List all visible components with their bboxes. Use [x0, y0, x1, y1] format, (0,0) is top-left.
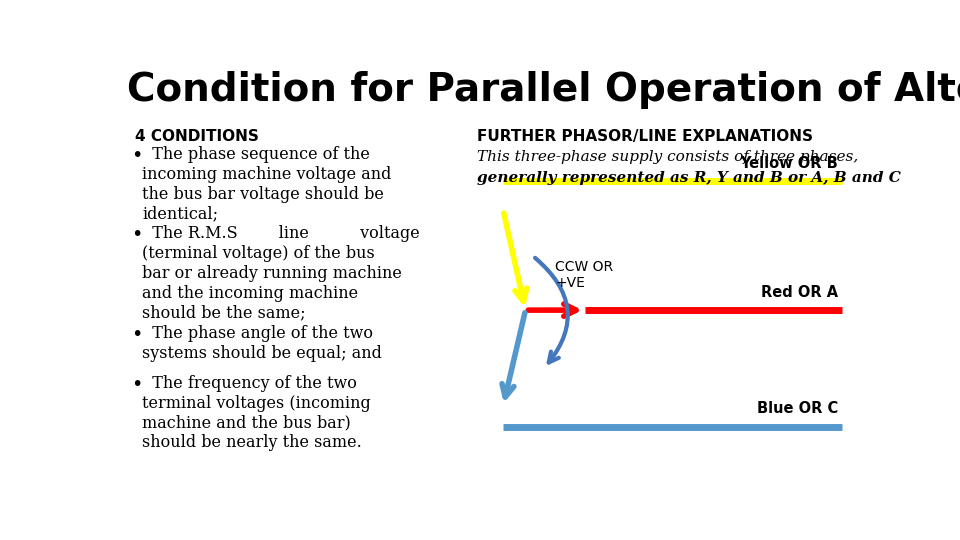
Text: Condition for Parallel Operation of Alternator: Condition for Parallel Operation of Alte… — [128, 71, 960, 109]
Text: •: • — [132, 325, 142, 343]
Text: and the incoming machine: and the incoming machine — [142, 285, 358, 302]
Text: should be nearly the same.: should be nearly the same. — [142, 435, 362, 451]
Text: Blue OR C: Blue OR C — [756, 401, 838, 416]
Text: The frequency of the two: The frequency of the two — [142, 375, 357, 392]
Text: systems should be equal; and: systems should be equal; and — [142, 345, 382, 362]
Text: •: • — [132, 225, 142, 244]
Text: machine and the bus bar): machine and the bus bar) — [142, 415, 351, 431]
Text: terminal voltages (incoming: terminal voltages (incoming — [142, 395, 372, 411]
Text: CCW OR
+VE: CCW OR +VE — [555, 260, 613, 291]
Text: identical;: identical; — [142, 206, 219, 223]
Text: The phase sequence of the: The phase sequence of the — [142, 146, 371, 163]
Text: the bus bar voltage should be: the bus bar voltage should be — [142, 186, 384, 203]
Text: (terminal voltage) of the bus: (terminal voltage) of the bus — [142, 245, 375, 262]
Text: The R.M.S        line          voltage: The R.M.S line voltage — [142, 225, 420, 242]
Text: The phase angle of the two: The phase angle of the two — [142, 325, 373, 342]
Text: bar or already running machine: bar or already running machine — [142, 265, 402, 282]
Text: Red OR A: Red OR A — [761, 285, 838, 300]
Text: generally represented as R, Y and B or A, B and C: generally represented as R, Y and B or A… — [477, 171, 901, 185]
Text: This three-phase supply consists of three phases,: This three-phase supply consists of thre… — [477, 150, 858, 164]
Text: should be the same;: should be the same; — [142, 305, 306, 322]
Text: incoming machine voltage and: incoming machine voltage and — [142, 166, 392, 183]
Text: •: • — [132, 146, 142, 165]
Text: 4 CONDITIONS: 4 CONDITIONS — [134, 129, 259, 144]
Text: Yellow OR B: Yellow OR B — [740, 156, 838, 171]
Text: •: • — [132, 375, 142, 394]
Text: FURTHER PHASOR/LINE EXPLANATIONS: FURTHER PHASOR/LINE EXPLANATIONS — [477, 129, 813, 144]
